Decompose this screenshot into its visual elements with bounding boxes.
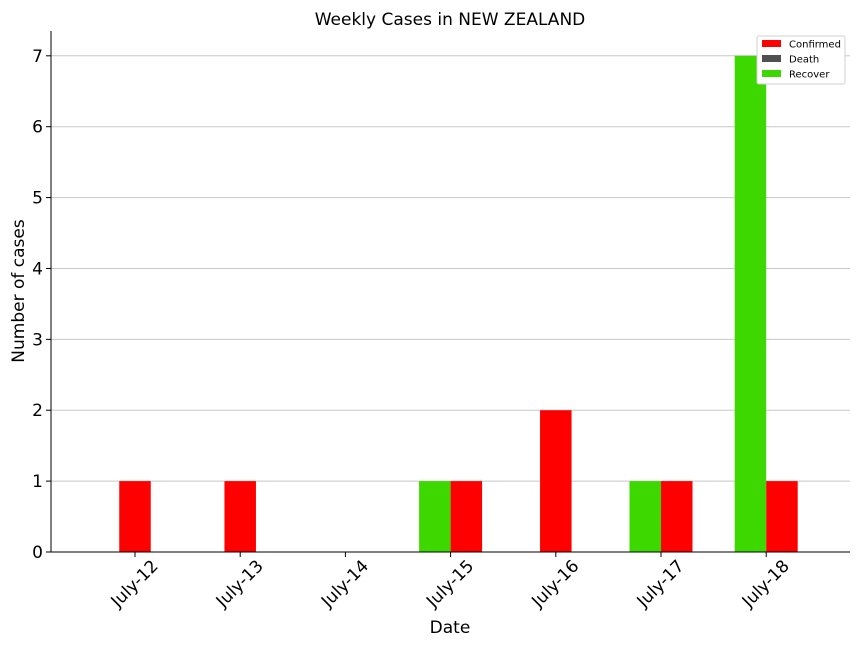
- y-tick-label: 0: [32, 543, 43, 563]
- bar-confirmed: [450, 481, 483, 552]
- y-tick-label: 3: [32, 330, 43, 350]
- bar-confirmed: [661, 481, 693, 552]
- chart-title: Weekly Cases in NEW ZEALAND: [315, 10, 586, 30]
- legend-swatch: [762, 40, 781, 47]
- legend-label: Death: [789, 55, 819, 66]
- bar-recover: [419, 481, 451, 552]
- legend-swatch: [762, 70, 781, 77]
- legend: Confirmed Death Recover: [756, 35, 846, 85]
- y-axis-label: Number of cases: [9, 219, 29, 363]
- x-tick-label: July-18: [738, 556, 794, 612]
- y-ticks: 0 1 2 3 4 5 6 7: [32, 47, 51, 563]
- x-tick-label: July-15: [422, 556, 478, 612]
- y-tick-label: 2: [32, 401, 43, 421]
- bar-recover: [629, 481, 661, 552]
- bars: [119, 55, 798, 553]
- x-tick-label: July-12: [107, 556, 163, 612]
- x-ticks: July-12 July-13 July-14 July-15 July-16 July-…: [107, 552, 794, 612]
- bar-confirmed: [119, 481, 151, 552]
- x-tick-label: July-16: [527, 556, 583, 612]
- legend-label: Recover: [789, 70, 830, 81]
- bar-confirmed: [766, 481, 798, 552]
- legend-label: Confirmed: [789, 40, 841, 51]
- y-tick-label: 4: [32, 259, 43, 279]
- legend-swatch: [762, 55, 781, 62]
- x-tick-label: July-14: [317, 556, 373, 612]
- y-tick-label: 5: [32, 189, 43, 209]
- y-tick-label: 1: [32, 472, 43, 492]
- bar-recover: [734, 55, 767, 553]
- grid-lines: [51, 55, 850, 482]
- x-axis-label: Date: [430, 618, 471, 638]
- x-tick-label: July-13: [212, 556, 268, 612]
- y-tick-label: 7: [32, 47, 43, 67]
- bar-confirmed: [540, 410, 572, 552]
- x-tick-label: July-17: [633, 556, 689, 612]
- bar-confirmed: [224, 481, 256, 552]
- y-tick-label: 6: [32, 118, 43, 138]
